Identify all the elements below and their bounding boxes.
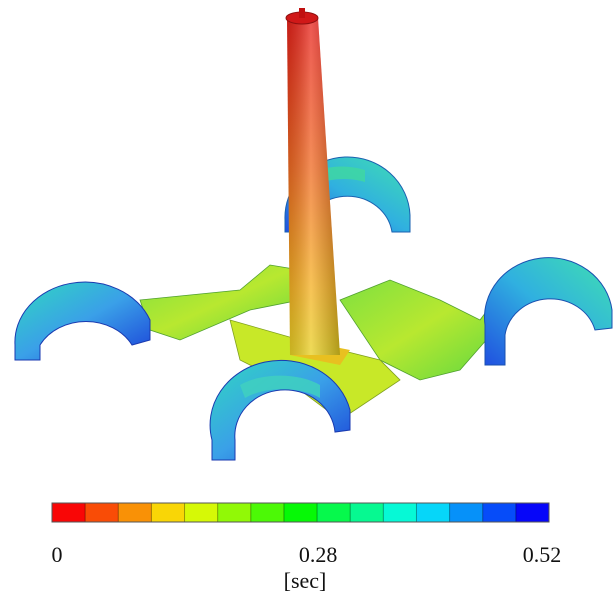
colorbar: 0 0.28 0.52 (52, 503, 562, 567)
colorbar-cell (85, 503, 119, 522)
colorbar-cell (151, 503, 185, 522)
colorbar-cell (317, 503, 351, 522)
colorbar-cell (450, 503, 484, 522)
colorbar-cell (383, 503, 417, 522)
colorbar-tick-label: 0.52 (523, 542, 562, 567)
colorbar-tick-label: 0.28 (299, 542, 338, 567)
colorbar-cell (483, 503, 517, 522)
colorbar-cell (52, 503, 86, 522)
colorbar-cell (118, 503, 152, 522)
colorbar-cell (350, 503, 384, 522)
colorbar-label: [sec] (284, 568, 327, 593)
colorbar-cell (416, 503, 450, 522)
colorbar-cell (284, 503, 318, 522)
colorbar-cell (218, 503, 252, 522)
colorbar-cell (251, 503, 285, 522)
colorbar-tick-label: 0 (52, 542, 63, 567)
colorbar-cell (516, 503, 550, 522)
casting-model (15, 8, 612, 460)
figure: 0 0.28 0.52 [sec] (0, 0, 616, 598)
colorbar-cell (185, 503, 219, 522)
